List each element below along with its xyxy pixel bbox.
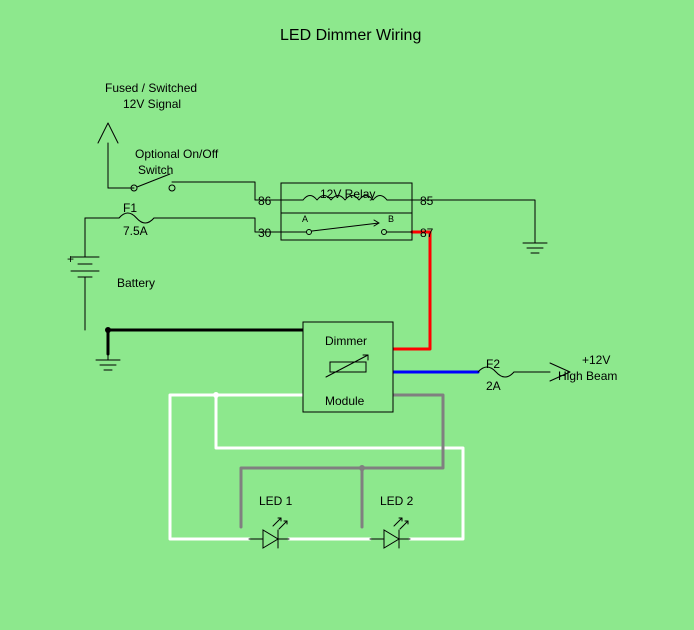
junction [105, 327, 111, 333]
label-dimmer: Dimmer [325, 334, 367, 348]
label-pin86: 86 [258, 194, 272, 208]
label-relayA: A [302, 214, 308, 224]
label-pin87: 87 [420, 226, 434, 240]
label-f2: F2 [486, 357, 500, 371]
junction [359, 465, 365, 471]
label-relayB: B [388, 214, 394, 224]
title: LED Dimmer Wiring [280, 27, 421, 44]
label-relay: 12V Relay [320, 187, 375, 201]
label-signal: 12V Signal [123, 97, 181, 111]
junction [213, 392, 219, 398]
label-led1: LED 1 [259, 494, 293, 508]
label-battery: Battery [117, 276, 155, 290]
label-hb: +12V [582, 353, 610, 367]
label-switch: Switch [138, 163, 173, 177]
label-f1: F1 [123, 201, 137, 215]
label-pin85: 85 [420, 194, 434, 208]
label-switch: Optional On/Off [135, 147, 219, 161]
label-f1val: 7.5A [123, 224, 148, 238]
label-led2: LED 2 [380, 494, 414, 508]
label-f2val: 2A [486, 379, 501, 393]
label-dimmer: Module [325, 394, 365, 408]
label-pin30: 30 [258, 226, 272, 240]
label-signal: Fused / Switched [105, 81, 197, 95]
battery-plus: + [67, 252, 74, 266]
label-hb: High Beam [558, 369, 617, 383]
schematic-diagram: LED Dimmer Wiring + Fused / Switched 12V Si… [0, 0, 694, 630]
